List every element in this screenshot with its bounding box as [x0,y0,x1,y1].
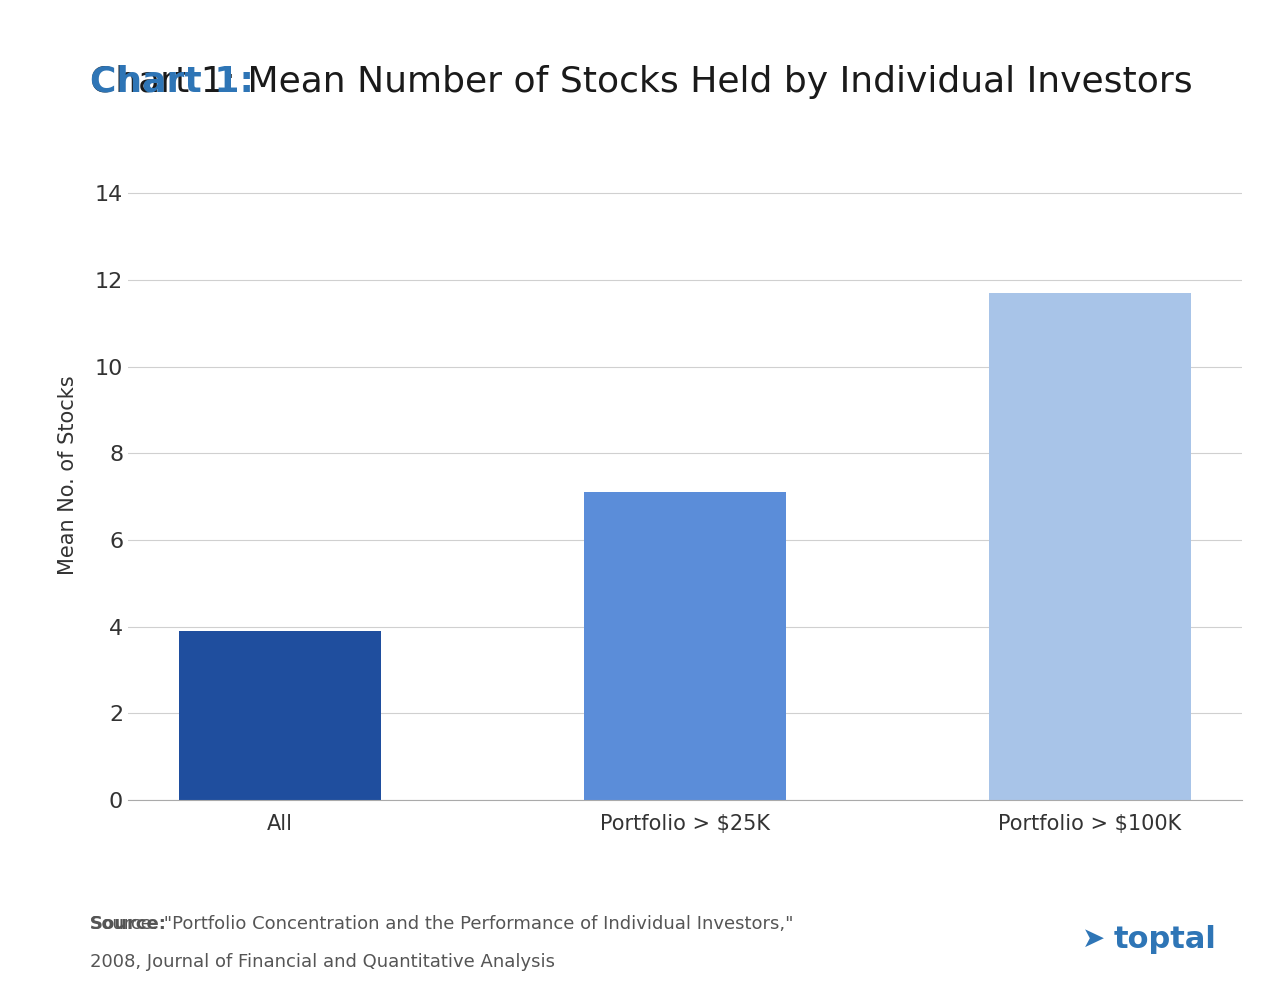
Text: ➤: ➤ [1082,925,1105,953]
Text: Source: "Portfolio Concentration and the Performance of Individual Investors,": Source: "Portfolio Concentration and the… [90,915,794,933]
Bar [988,293,1190,800]
Text: Chart 1:: Chart 1: [90,65,253,99]
Y-axis label: Mean No. of Stocks: Mean No. of Stocks [58,375,78,575]
Bar [584,492,786,800]
Text: Chart 1: Mean Number of Stocks Held by Individual Investors: Chart 1: Mean Number of Stocks Held by I… [90,65,1192,99]
Text: 2008, Journal of Financial and Quantitative Analysis: 2008, Journal of Financial and Quantitat… [90,953,554,971]
Bar [179,631,381,800]
Text: Source:: Source: [90,915,166,933]
Text: toptal: toptal [1114,925,1216,954]
